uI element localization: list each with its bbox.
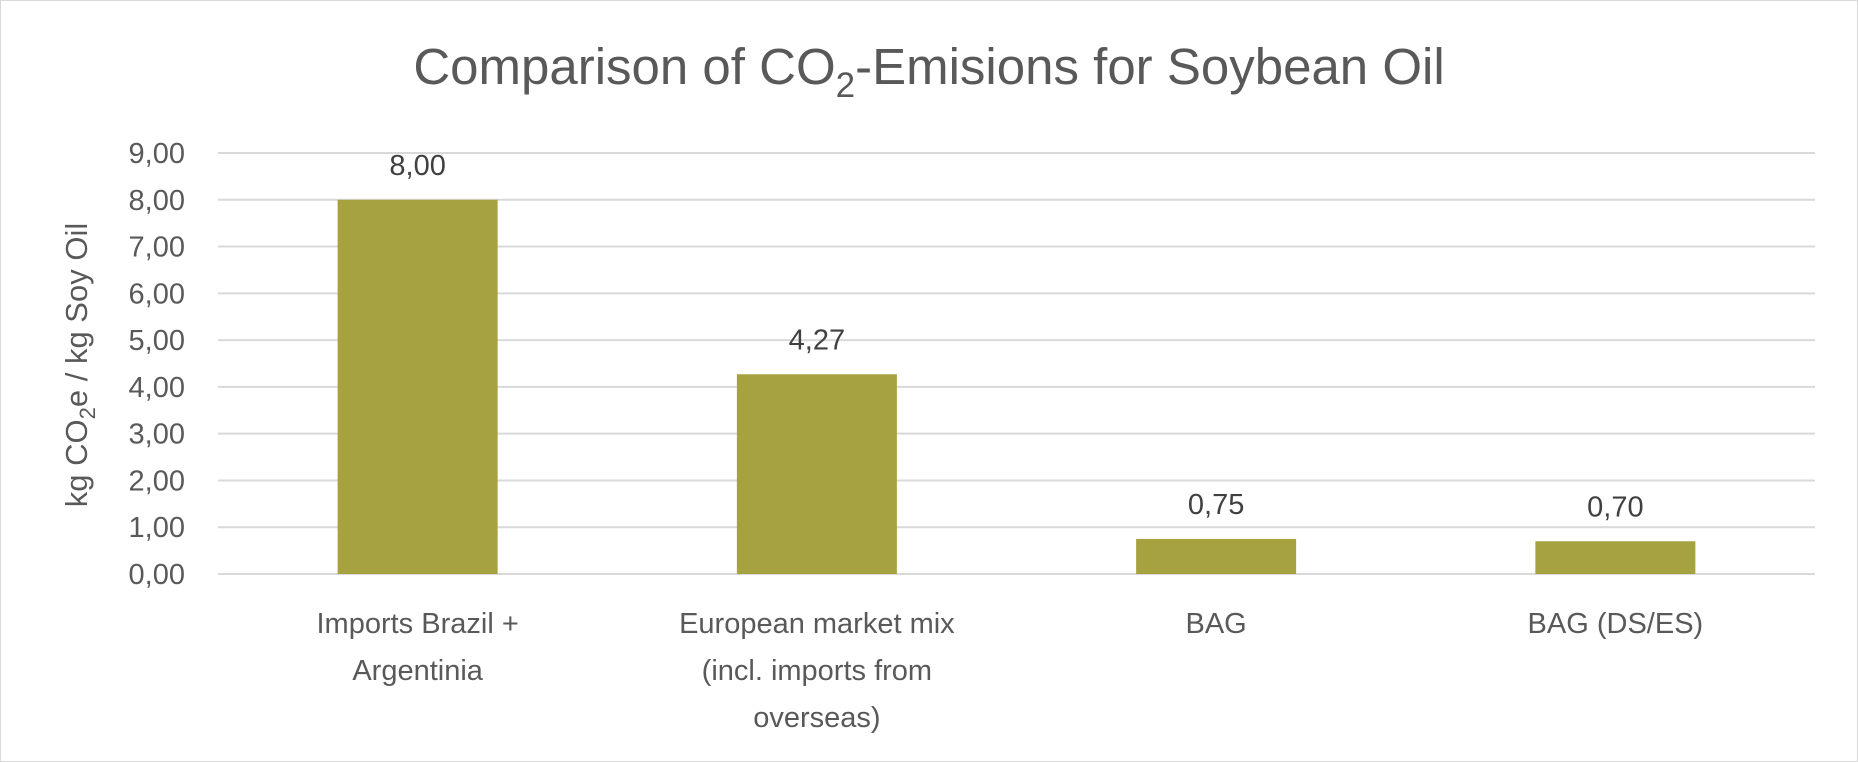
- data-label: 0,70: [1587, 491, 1643, 523]
- bar: [1136, 538, 1297, 574]
- chart-title-rest: -Emisions for Soybean Oil: [855, 38, 1445, 95]
- y-tick-label: 7,00: [129, 232, 185, 264]
- y-tick-label: 4,00: [129, 372, 185, 404]
- data-labels: 8,00 4,27 0,75 0,70: [389, 150, 1643, 523]
- x-category-label: European market mix: [679, 608, 955, 640]
- y-tick-label: 8,00: [129, 185, 185, 217]
- data-label: 0,75: [1188, 489, 1244, 521]
- bars: [337, 199, 1696, 574]
- bar: [736, 374, 897, 574]
- x-category-label: BAG: [1186, 608, 1247, 640]
- y-tick-label: 2,00: [129, 465, 185, 497]
- y-axis-label: kg CO2e / kg Soy Oil: [59, 223, 100, 507]
- x-axis-categories: Imports Brazil + Argentinia European marke…: [317, 608, 1704, 734]
- chart-title-subscript: 2: [836, 66, 855, 105]
- y-tick-label: 0,00: [129, 559, 185, 591]
- data-label: 8,00: [389, 150, 445, 182]
- bar: [1535, 541, 1696, 574]
- x-category-label: overseas): [753, 702, 880, 734]
- y-axis-label-main: kg CO: [59, 419, 94, 507]
- y-tick-label: 6,00: [129, 278, 185, 310]
- x-category-label: (incl. imports from: [702, 655, 932, 687]
- y-axis-label-rest: e / kg Soy Oil: [59, 223, 94, 407]
- y-axis-ticks: 0,00 1,00 2,00 3,00 4,00 5,00 6,00 7,00 8,00 9,00: [129, 138, 185, 591]
- chart-title: Comparison of CO2-Emisions for Soybean O…: [413, 38, 1444, 105]
- bar: [337, 199, 498, 574]
- y-tick-label: 5,00: [129, 325, 185, 357]
- data-label: 4,27: [789, 324, 845, 356]
- x-category-label: Imports Brazil +: [317, 608, 519, 640]
- y-tick-label: 1,00: [129, 512, 185, 544]
- y-tick-label: 3,00: [129, 419, 185, 451]
- x-category-label: Argentinia: [352, 655, 483, 687]
- x-category-label: BAG (DS/ES): [1528, 608, 1704, 640]
- y-axis-label-subscript: 2: [75, 407, 100, 419]
- y-tick-label: 9,00: [129, 138, 185, 170]
- chart-title-main: Comparison of CO: [413, 38, 835, 95]
